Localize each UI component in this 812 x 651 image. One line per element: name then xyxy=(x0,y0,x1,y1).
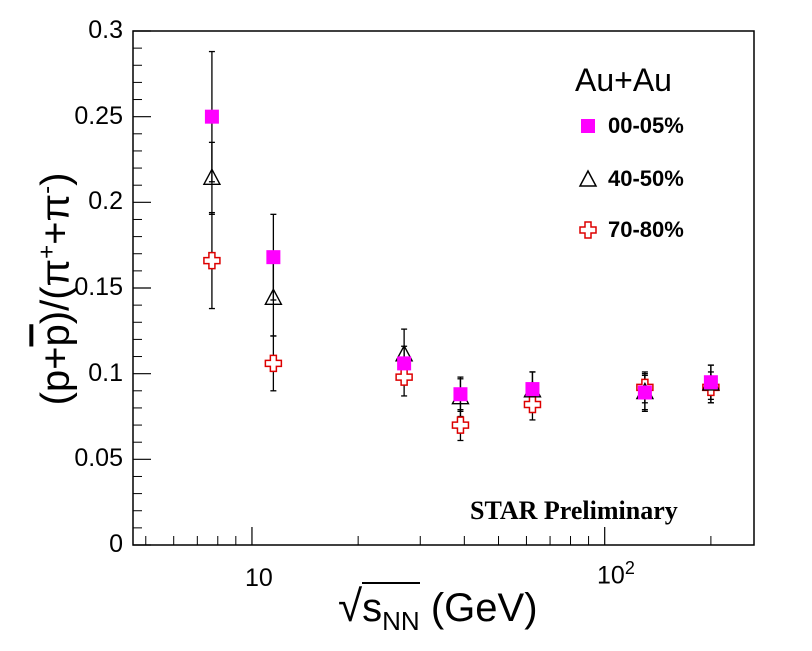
legend-item-00-05: 00-05% xyxy=(578,111,684,141)
data-point-square xyxy=(637,385,652,400)
data-point-triangle xyxy=(264,287,283,305)
data-point-square xyxy=(525,382,540,397)
data-point-cross xyxy=(264,354,283,373)
x-axis-label: √sNN (GeV) xyxy=(338,582,538,636)
y-tick-label: 0.1 xyxy=(88,358,123,387)
error-bars xyxy=(208,50,714,442)
filled-square-marker-icon xyxy=(581,119,595,133)
y-tick-label: 0.3 xyxy=(88,16,123,44)
data-point-cross xyxy=(523,395,542,414)
legend-item-40-50: 40-50% xyxy=(578,164,684,194)
legend-title: Au+Au xyxy=(575,62,672,98)
open-cross-marker-icon xyxy=(579,221,597,239)
x-tick-label-10: 10 xyxy=(245,564,273,592)
data-point-cross xyxy=(203,251,221,270)
data-point-square xyxy=(453,387,468,402)
data-point-cross xyxy=(451,416,470,434)
data-point-square xyxy=(266,250,281,265)
y-tick-label: 0.05 xyxy=(74,444,123,473)
y-tick-label: 0 xyxy=(109,530,123,558)
plot-border xyxy=(132,30,755,546)
y-tick-label: 0.25 xyxy=(74,101,123,130)
data-point-cross xyxy=(395,368,413,386)
y-tick-label: 0.15 xyxy=(74,273,123,301)
legend-label: 00-05% xyxy=(608,113,684,138)
y-tick-label: 0.2 xyxy=(88,187,123,216)
data-point-triangle xyxy=(202,167,222,186)
data-point-square xyxy=(397,356,412,371)
legend-label: 40-50% xyxy=(608,166,684,191)
data-markers xyxy=(202,109,721,434)
star-preliminary-label: STAR Preliminary xyxy=(470,496,678,525)
x-tick-label-100: 102 xyxy=(597,558,635,590)
legend-item-70-80: 70-80% xyxy=(578,215,684,245)
data-point-square xyxy=(703,375,718,390)
plot-frame xyxy=(132,30,755,546)
legend-label: 70-80% xyxy=(608,217,684,242)
open-triangle-marker-icon xyxy=(578,169,598,187)
data-point-square xyxy=(204,109,219,124)
